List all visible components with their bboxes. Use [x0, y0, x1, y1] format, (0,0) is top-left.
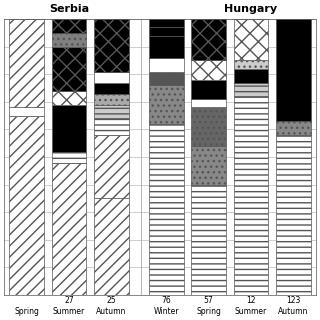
- Bar: [191, 19, 226, 60]
- Bar: [191, 99, 226, 108]
- Bar: [52, 105, 86, 152]
- Bar: [52, 91, 86, 105]
- Bar: [94, 198, 129, 295]
- Bar: [191, 80, 226, 99]
- Bar: [9, 108, 44, 116]
- Bar: [234, 19, 268, 60]
- Bar: [94, 105, 129, 118]
- Bar: [191, 185, 226, 295]
- Bar: [149, 85, 184, 124]
- Text: Hungary: Hungary: [224, 4, 277, 13]
- Bar: [94, 72, 129, 83]
- Bar: [94, 118, 129, 135]
- Bar: [234, 69, 268, 83]
- Bar: [9, 116, 44, 295]
- Bar: [149, 19, 184, 28]
- Bar: [191, 146, 226, 185]
- Bar: [149, 124, 184, 295]
- Bar: [52, 19, 86, 33]
- Text: Serbia: Serbia: [49, 4, 89, 13]
- Bar: [234, 96, 268, 295]
- Bar: [52, 47, 86, 91]
- Bar: [94, 19, 129, 72]
- Bar: [94, 83, 129, 94]
- Bar: [234, 60, 268, 69]
- Bar: [149, 36, 184, 58]
- Bar: [52, 152, 86, 163]
- Bar: [9, 19, 44, 108]
- Bar: [94, 135, 129, 198]
- Bar: [191, 60, 226, 80]
- Bar: [52, 33, 86, 47]
- Bar: [149, 72, 184, 85]
- Bar: [52, 163, 86, 295]
- Bar: [94, 94, 129, 105]
- Bar: [276, 135, 311, 295]
- Bar: [276, 121, 311, 135]
- Bar: [276, 19, 311, 121]
- Bar: [234, 83, 268, 96]
- Bar: [149, 28, 184, 36]
- Bar: [149, 58, 184, 72]
- Bar: [191, 108, 226, 146]
